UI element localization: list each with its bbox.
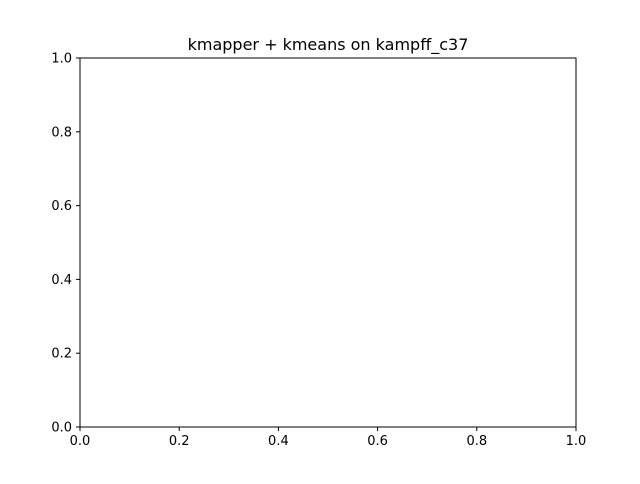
x-tick-label: 0.8	[466, 434, 487, 449]
y-tick-label: 0.4	[51, 273, 72, 288]
y-tick-label: 0.8	[51, 125, 72, 140]
x-tick-label: 0.2	[169, 434, 190, 449]
y-tick-label: 0.2	[51, 347, 72, 362]
y-axis: 0.0 0.2 0.4 0.6 0.8 1.0	[51, 52, 80, 436]
x-axis: 0.0 0.2 0.4 0.6 0.8 1.0	[70, 427, 587, 449]
chart-title: kmapper + kmeans on kampff_c37	[188, 35, 469, 55]
y-tick-label: 0.6	[51, 199, 72, 214]
x-tick-label: 0.6	[367, 434, 388, 449]
y-tick-label: 1.0	[51, 52, 72, 67]
x-tick-label: 1.0	[566, 434, 587, 449]
y-tick-label: 0.0	[51, 421, 72, 436]
axes-frame	[79, 57, 577, 428]
x-tick-label: 0.4	[268, 434, 289, 449]
x-tick-label: 0.0	[70, 434, 91, 449]
